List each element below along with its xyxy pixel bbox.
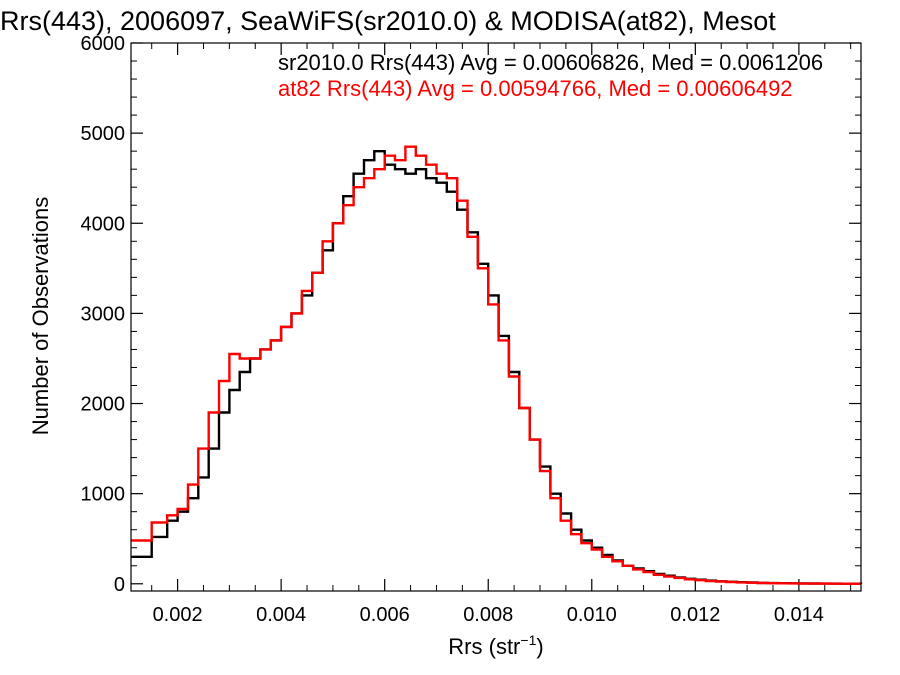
series-line-sr2010 <box>131 150 863 585</box>
series-layer <box>131 145 863 585</box>
x-tick-label: 0.002 <box>153 604 203 626</box>
x-tick-label: 0.004 <box>256 604 306 626</box>
x-tick-label: 0.006 <box>360 604 410 626</box>
x-axis-label-sup: −1 <box>520 632 536 648</box>
plot-frame <box>130 42 862 592</box>
x-axis-label-close: ) <box>536 634 543 659</box>
y-tick-label: 1000 <box>81 484 126 506</box>
y-tick-label: 3000 <box>81 303 126 325</box>
chart-title: Rrs(443), 2006097, SeaWiFS(sr2010.0) & M… <box>0 6 776 36</box>
y-tick-label: 4000 <box>81 213 126 235</box>
x-tick-label: 0.008 <box>463 604 513 626</box>
x-axis-label-main: Rrs (str <box>448 634 520 659</box>
x-axis-label: Rrs (str−1) <box>448 632 543 659</box>
y-tick-label: 6000 <box>81 33 126 55</box>
x-tick-label: 0.014 <box>774 604 824 626</box>
series-line-at82 <box>131 145 861 585</box>
y-tick-label: 5000 <box>81 123 126 145</box>
y-axis-label: Number of Observations <box>28 197 53 435</box>
y-tick-label: 2000 <box>81 394 126 416</box>
y-tick-label: 0 <box>114 574 125 596</box>
legend-entry-at82: at82 Rrs(443) Avg = 0.00594766, Med = 0.… <box>278 76 793 101</box>
axes-layer: 0.002 0.004 0.006 0.008 0.010 0.012 0.014 0 1000… <box>81 33 861 626</box>
x-tick-label: 0.012 <box>670 604 720 626</box>
legend-entry-sr2010: sr2010.0 Rrs(443) Avg = 0.00606826, Med … <box>278 50 823 75</box>
x-tick-label: 0.010 <box>567 604 617 626</box>
